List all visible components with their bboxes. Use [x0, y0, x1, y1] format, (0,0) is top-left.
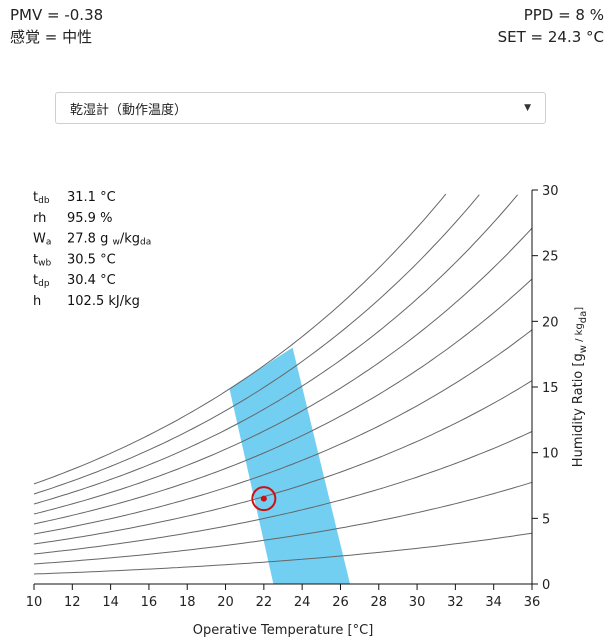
- x-axis-label: Operative Temperature [°C]: [193, 623, 374, 638]
- x-tick-label: 12: [64, 595, 81, 610]
- y-tick-label: 5: [542, 512, 550, 527]
- ppd-value: PPD = 8 %: [523, 6, 604, 24]
- pmv-value: PMV = -0.38: [10, 6, 104, 24]
- comfort-zone: [229, 347, 351, 584]
- sensation-value: 感覚 = 中性: [10, 28, 93, 46]
- x-tick-label: 20: [217, 595, 234, 610]
- x-tick-label: 32: [447, 595, 464, 610]
- readout-label-tdp: tdp: [33, 273, 50, 289]
- readout-value-h: 102.5 kJ/kg: [67, 294, 140, 309]
- rh-curve-100: [33, 193, 447, 485]
- x-tick-label: 10: [26, 595, 43, 610]
- x-tick-label: 14: [102, 595, 119, 610]
- rh-curve-20: [33, 481, 533, 565]
- results-left: PMV = -0.38 感覚 = 中性: [10, 4, 103, 48]
- rh-curve-50: [33, 329, 533, 535]
- readout-value-Wa: 27.8 g w/kgda: [67, 232, 151, 248]
- y-tick-label: 15: [542, 381, 559, 396]
- readout-value-tdb: 31.1 °C: [67, 190, 116, 205]
- x-tick-label: 22: [256, 595, 273, 610]
- current-state-point: [260, 495, 267, 502]
- rh-curve-30: [33, 431, 533, 555]
- chart-type-select[interactable]: 乾湿計（動作温度） ▼: [55, 92, 546, 124]
- y-axis-label: Humidity Ratio [gw / kgda]: [571, 307, 589, 467]
- y-tick-label: 30: [542, 184, 559, 199]
- x-tick-label: 30: [409, 595, 426, 610]
- set-value: SET = 24.3 °C: [497, 28, 604, 46]
- x-tick-label: 28: [370, 595, 387, 610]
- rh-curve-80: [33, 194, 518, 505]
- y-tick-label: 10: [542, 447, 559, 462]
- y-tick-label: 20: [542, 315, 559, 330]
- results-right: PPD = 8 % SET = 24.3 °C: [498, 4, 604, 48]
- rh-curve-40: [33, 380, 533, 545]
- readout-value-twb: 30.5 °C: [67, 252, 116, 267]
- rh-curve-70: [33, 227, 533, 515]
- x-tick-label: 24: [294, 595, 311, 610]
- readout-label-h: h: [33, 294, 41, 309]
- chart-type-selected: 乾湿計（動作温度）: [70, 102, 188, 118]
- rh-curve-90: [33, 194, 480, 495]
- rh-curve-10: [33, 532, 533, 575]
- x-tick-label: 26: [332, 595, 349, 610]
- readout-value-rh: 95.9 %: [67, 211, 112, 226]
- readout-label-rh: rh: [33, 211, 46, 226]
- y-tick-label: 25: [542, 250, 559, 265]
- y-tick-label: 0: [542, 578, 550, 593]
- x-tick-label: 18: [179, 595, 196, 610]
- x-tick-label: 16: [141, 595, 158, 610]
- psychrometric-chart[interactable]: 10 12 14 16 18 20 22 24 26 28 30 32 34 36 0 5 10 15 20 25 30…: [0, 170, 616, 640]
- x-tick-label: 34: [485, 595, 502, 610]
- x-tick-label: 36: [524, 595, 541, 610]
- readout-label-Wa: Wa: [33, 232, 51, 248]
- caret-down-icon: ▼: [524, 103, 531, 113]
- current-state-ring: [251, 486, 277, 512]
- rh-curve-60: [33, 278, 533, 525]
- readout-label-tdb: tdb: [33, 190, 50, 206]
- readout-label-twb: twb: [33, 252, 51, 268]
- readout-value-tdp: 30.4 °C: [67, 273, 116, 288]
